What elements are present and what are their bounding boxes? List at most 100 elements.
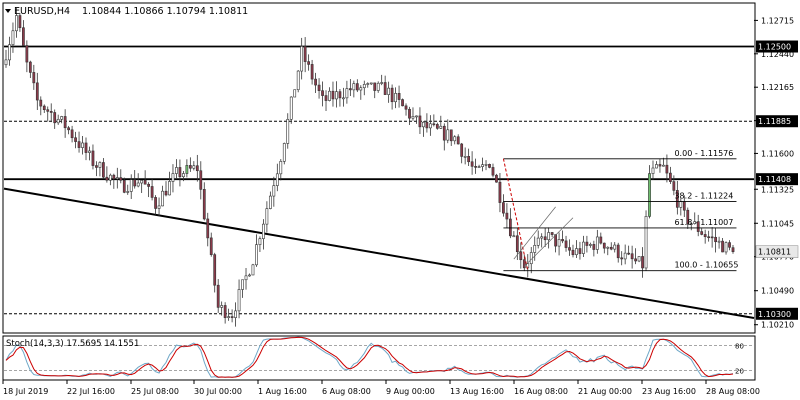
candle-body — [154, 197, 157, 209]
candle-body — [439, 125, 443, 129]
candle-body — [675, 190, 679, 208]
candle-body — [126, 191, 130, 193]
x-tick-label: 18 Jul 2019 — [3, 387, 48, 396]
candle-body — [474, 166, 477, 168]
candle-body — [279, 161, 283, 175]
candle-body — [442, 125, 446, 141]
candle-body — [213, 254, 217, 286]
channel-line — [524, 217, 574, 267]
candle-body — [679, 201, 683, 208]
candle-body — [505, 212, 509, 220]
candle-body — [32, 72, 36, 84]
candle-body — [446, 129, 450, 141]
y-tick-label: 1.12715 — [761, 16, 794, 25]
candle-body — [338, 91, 342, 99]
candle-body — [314, 78, 317, 86]
candles — [4, 8, 735, 327]
main-pane — [2, 2, 756, 334]
candle-body — [56, 118, 60, 124]
candle-body — [4, 59, 8, 66]
candle-body — [275, 173, 279, 186]
candle-body — [477, 166, 481, 168]
candle-body — [77, 141, 81, 148]
candle-body — [237, 289, 241, 312]
candle-body — [81, 142, 84, 148]
candle-body — [453, 136, 457, 142]
candle-body — [84, 142, 88, 153]
price-label: 1.12500 — [758, 43, 791, 52]
y-tick-label: 1.10210 — [761, 321, 794, 330]
candle-body — [380, 82, 384, 84]
candle-body — [328, 90, 331, 101]
y-tick-label: 1.10490 — [761, 287, 794, 296]
candle-body — [728, 242, 731, 248]
candle-body — [195, 165, 199, 172]
candle-body — [348, 88, 352, 91]
candle-body — [616, 244, 620, 259]
candle-body — [25, 45, 29, 63]
candle-body — [495, 174, 498, 183]
candle-body — [547, 232, 551, 241]
candle-body — [369, 82, 373, 85]
candle-body — [571, 249, 575, 256]
candle-body — [613, 244, 617, 250]
candle-body — [585, 241, 589, 246]
candle-body — [150, 186, 154, 198]
collapse-triangle-icon[interactable] — [5, 9, 11, 13]
candle-body — [60, 116, 64, 120]
candle-body — [175, 167, 178, 174]
candle-body — [42, 105, 46, 111]
stoch-level-label: 20 — [735, 368, 744, 376]
indicator-pane — [2, 335, 756, 381]
price-label-box — [756, 307, 798, 320]
x-tick-label: 16 Aug 08:00 — [514, 387, 568, 396]
candle-body — [627, 252, 631, 255]
candle-body — [717, 240, 721, 243]
candle-body — [185, 165, 189, 174]
candle-body — [289, 96, 293, 120]
candle-body — [623, 252, 627, 260]
candle-body — [460, 143, 464, 157]
last-price-box — [755, 245, 799, 258]
candle-body — [136, 182, 140, 187]
candle-body — [8, 44, 11, 61]
candle-body — [658, 164, 662, 167]
candle-body — [359, 87, 363, 91]
candle-body — [669, 172, 672, 182]
candle-body — [641, 256, 644, 269]
candle-body — [397, 93, 401, 100]
price-label-box — [756, 40, 798, 53]
candle-body — [408, 108, 411, 119]
candle-body — [53, 112, 57, 124]
candle-body — [644, 216, 648, 269]
candle-body — [602, 242, 606, 249]
candle-body — [331, 90, 335, 100]
price-label-box — [756, 173, 798, 186]
candle-body — [696, 221, 700, 232]
candle-body — [515, 235, 519, 253]
fib-level-label: 38.2 - 1.11224 — [674, 192, 733, 201]
candle-body — [282, 143, 286, 162]
candle-body — [98, 162, 102, 168]
candle-body — [188, 165, 192, 169]
candle-body — [415, 115, 418, 118]
candle-body — [122, 179, 126, 193]
candle-body — [682, 201, 686, 211]
candle-body — [387, 87, 391, 95]
candle-body — [22, 27, 25, 46]
candle-body — [140, 180, 144, 184]
candle-body — [286, 118, 290, 144]
candle-body — [293, 89, 297, 98]
candle-body — [362, 84, 366, 89]
candle-body — [432, 123, 436, 126]
stoch-level-label: 80 — [735, 342, 744, 350]
candle-body — [425, 121, 429, 129]
x-tick-label: 9 Aug 00:00 — [386, 387, 435, 396]
candle-body — [258, 238, 262, 245]
candle-body — [206, 218, 210, 239]
candle-body — [182, 173, 185, 178]
candle-body — [70, 129, 74, 139]
y-tick-label: 1.11045 — [761, 219, 794, 228]
candle-body — [133, 179, 137, 187]
